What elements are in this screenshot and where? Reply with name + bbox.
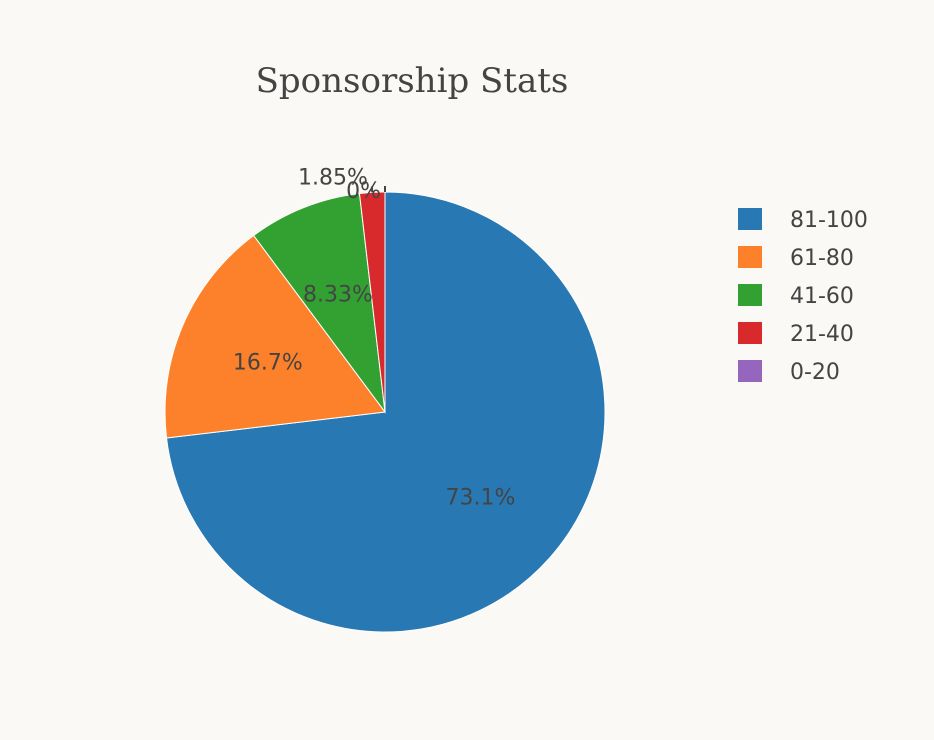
slice-label-0-20: 0% [346, 179, 381, 204]
slice-label-41-60: 8.33% [303, 282, 373, 307]
legend-label-81-100[interactable]: 81-100 [790, 208, 868, 233]
slice-label-21-40: 1.85% [298, 165, 368, 190]
legend-label-21-40[interactable]: 21-40 [790, 322, 854, 347]
legend-swatch-81-100[interactable] [738, 208, 762, 230]
pie-slices [164, 191, 606, 633]
legend-label-61-80[interactable]: 61-80 [790, 246, 854, 271]
slice-label-61-80: 16.7% [233, 351, 303, 376]
chart-title: Sponsorship Stats [256, 61, 569, 101]
legend-swatch-61-80[interactable] [738, 246, 762, 268]
pie-slice-61-80[interactable] [164, 234, 386, 439]
pie-slice-41-60[interactable] [252, 192, 386, 414]
pie-slice-81-100[interactable] [165, 191, 606, 633]
legend-label-0-20[interactable]: 0-20 [790, 360, 840, 385]
legend-swatch-41-60[interactable] [738, 284, 762, 306]
legend-swatch-0-20[interactable] [738, 360, 762, 382]
pie-slice-labels: 73.1% 16.7% 8.33% 1.85%0% [233, 165, 516, 510]
legend: 81-100 61-80 41-60 21-40 0-20 [738, 208, 868, 385]
legend-label-41-60[interactable]: 41-60 [790, 284, 854, 309]
legend-swatch-21-40[interactable] [738, 322, 762, 344]
slice-label-81-100: 73.1% [445, 486, 515, 511]
